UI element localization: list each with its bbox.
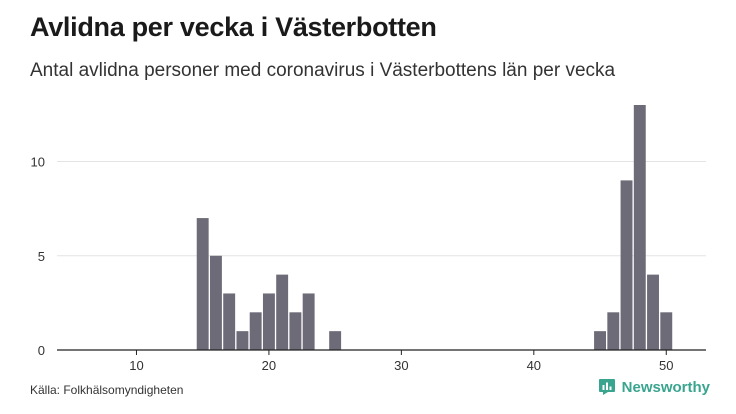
y-tick-label: 10 <box>31 155 45 170</box>
x-tick-label: 20 <box>262 358 276 373</box>
bar-week-19[interactable] <box>249 312 262 350</box>
bar-week-46[interactable] <box>607 312 620 350</box>
gridlines <box>57 161 706 257</box>
newsworthy-logo-icon <box>598 379 615 395</box>
bar-week-23[interactable] <box>302 293 315 350</box>
source-note: Källa: Folkhälsomyndigheten <box>30 383 184 397</box>
x-axis <box>57 349 706 355</box>
brand-logo[interactable]: Newsworthy <box>598 378 710 396</box>
chart-subtitle: Antal avlidna personer med coronavirus i… <box>30 60 616 81</box>
bar-week-16[interactable] <box>209 255 222 350</box>
bar-week-17[interactable] <box>223 293 236 350</box>
bar-week-15[interactable] <box>196 218 209 350</box>
x-tick-label: 30 <box>394 358 408 373</box>
bar-week-21[interactable] <box>276 274 289 350</box>
chart-title: Avlidna per vecka i Västerbotten <box>30 12 437 42</box>
bar-week-45[interactable] <box>594 331 606 350</box>
y-tick-label: 0 <box>38 343 45 358</box>
x-tick-label: 10 <box>129 358 143 373</box>
x-tick-label: 50 <box>659 358 673 373</box>
bar-week-48[interactable] <box>633 105 646 350</box>
bar-week-25[interactable] <box>329 331 342 350</box>
bar-week-49[interactable] <box>647 274 659 350</box>
y-tick-label: 5 <box>38 249 45 264</box>
tick-labels: 0 5 10 10 20 30 40 50 <box>31 155 674 373</box>
bar-week-50[interactable] <box>660 312 673 350</box>
bar-week-47[interactable] <box>620 180 633 350</box>
bar-week-18[interactable] <box>236 331 249 350</box>
brand-name: Newsworthy <box>621 378 710 396</box>
bars <box>196 105 673 350</box>
x-tick-label: 40 <box>527 358 541 373</box>
bar-week-20[interactable] <box>262 293 275 350</box>
bar-week-22[interactable] <box>289 312 302 350</box>
